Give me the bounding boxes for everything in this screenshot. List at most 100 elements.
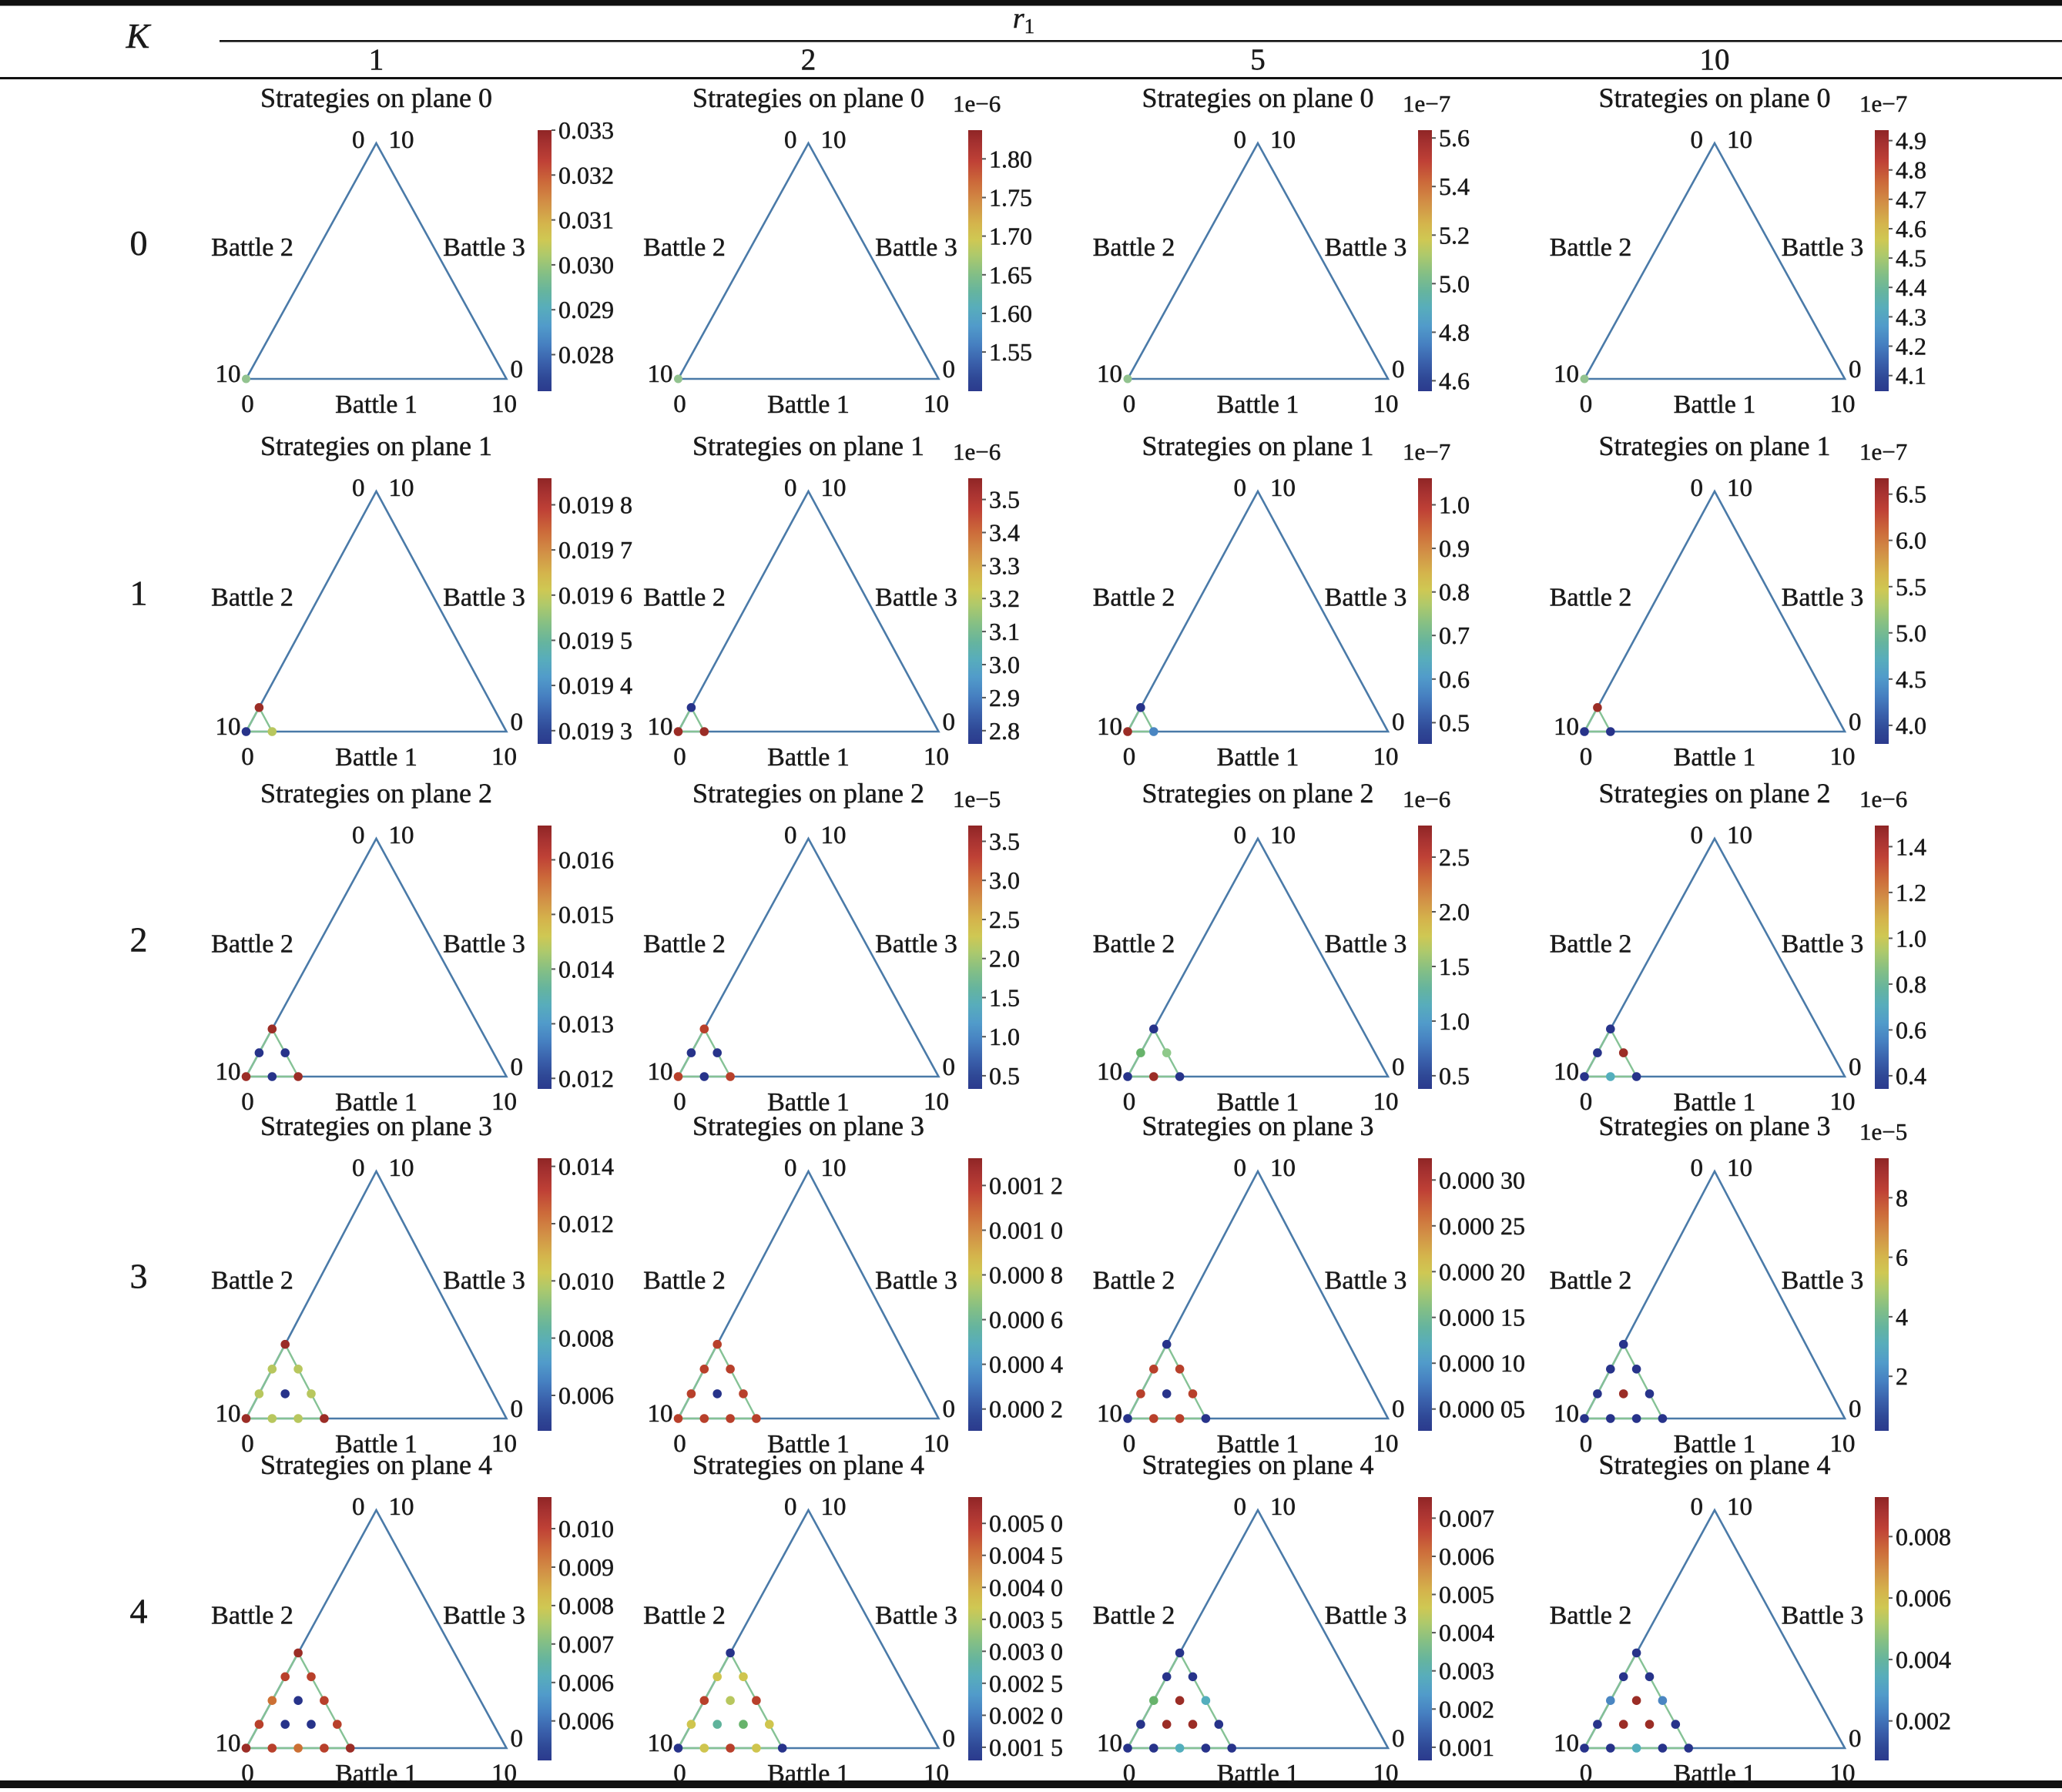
svg-text:10: 10 [1554, 713, 1579, 741]
svg-text:10: 10 [389, 474, 414, 502]
svg-text:0: 0 [241, 1760, 254, 1787]
svg-text:0: 0 [1392, 1725, 1405, 1753]
svg-text:0: 0 [943, 1725, 956, 1753]
svg-text:4.8: 4.8 [1896, 156, 1926, 184]
svg-text:Strategies on plane 2: Strategies on plane 2 [692, 778, 924, 809]
svg-text:0: 0 [673, 743, 686, 771]
svg-text:0.006: 0.006 [1439, 1542, 1494, 1570]
svg-text:Strategies on plane 1: Strategies on plane 1 [692, 430, 924, 461]
svg-text:Battle 3: Battle 3 [443, 929, 525, 958]
svg-text:0.000 6: 0.000 6 [989, 1306, 1063, 1334]
svg-text:4: 4 [130, 1591, 148, 1630]
svg-text:0: 0 [1234, 1493, 1247, 1521]
svg-text:0.001 5: 0.001 5 [989, 1733, 1063, 1761]
svg-text:0.5: 0.5 [1439, 708, 1470, 736]
svg-text:10: 10 [389, 1493, 414, 1521]
svg-text:8: 8 [1896, 1184, 1908, 1211]
svg-text:4.9: 4.9 [1896, 127, 1926, 155]
svg-text:0: 0 [1123, 1088, 1136, 1116]
svg-text:4.4: 4.4 [1896, 273, 1926, 301]
svg-text:10: 10 [1373, 1088, 1399, 1116]
svg-text:0: 0 [1234, 1154, 1247, 1182]
svg-text:1.0: 1.0 [1439, 1007, 1470, 1035]
svg-text:Strategies on plane 0: Strategies on plane 0 [1142, 82, 1374, 113]
svg-text:Strategies on plane 0: Strategies on plane 0 [1599, 82, 1831, 113]
svg-text:0.019 4: 0.019 4 [558, 672, 632, 699]
svg-text:0.6: 0.6 [1439, 665, 1470, 693]
svg-text:0.4: 0.4 [1896, 1062, 1926, 1090]
svg-text:Battle 3: Battle 3 [1782, 233, 1864, 262]
svg-text:3.0: 3.0 [989, 866, 1020, 894]
svg-text:0: 0 [943, 356, 956, 384]
svg-text:2.5: 2.5 [1439, 843, 1470, 871]
svg-text:Strategies on plane 3: Strategies on plane 3 [692, 1110, 924, 1141]
svg-text:10: 10 [389, 126, 414, 154]
svg-text:10: 10 [1270, 474, 1296, 502]
svg-text:1.65: 1.65 [989, 261, 1032, 289]
svg-text:0: 0 [1392, 1053, 1405, 1081]
svg-text:1e−6: 1e−6 [1859, 785, 1907, 812]
svg-text:0: 0 [1123, 1430, 1136, 1458]
svg-text:Battle 2: Battle 2 [1093, 1266, 1175, 1295]
svg-text:1.5: 1.5 [1439, 953, 1470, 980]
svg-text:10: 10 [389, 822, 414, 849]
svg-text:Strategies on plane 1: Strategies on plane 1 [1142, 430, 1374, 461]
svg-text:0: 0 [784, 1154, 797, 1182]
svg-text:Battle 2: Battle 2 [211, 233, 293, 262]
svg-text:0: 0 [352, 474, 365, 502]
svg-text:Battle 1: Battle 1 [335, 390, 417, 419]
svg-text:Battle 3: Battle 3 [875, 1266, 957, 1295]
svg-text:5.5: 5.5 [1896, 573, 1926, 601]
svg-text:0: 0 [1849, 1395, 1862, 1423]
svg-text:1.80: 1.80 [989, 145, 1032, 173]
svg-text:0: 0 [241, 1088, 254, 1116]
svg-text:0.003: 0.003 [1439, 1657, 1494, 1685]
svg-text:Battle 3: Battle 3 [1782, 1266, 1864, 1295]
svg-text:10: 10 [1373, 1430, 1399, 1458]
svg-text:Battle 3: Battle 3 [1325, 1266, 1407, 1295]
svg-text:0.003 0: 0.003 0 [989, 1637, 1063, 1665]
svg-text:Battle 3: Battle 3 [875, 584, 957, 612]
svg-text:0: 0 [784, 1493, 797, 1521]
svg-text:0.010: 0.010 [558, 1515, 614, 1542]
svg-text:10: 10 [924, 743, 949, 771]
svg-text:Battle 2: Battle 2 [643, 929, 726, 958]
svg-text:0.013: 0.013 [558, 1010, 614, 1037]
svg-text:0.004: 0.004 [1439, 1619, 1494, 1646]
svg-text:0: 0 [673, 1088, 686, 1116]
svg-text:2: 2 [1896, 1362, 1908, 1390]
svg-text:Battle 1: Battle 1 [1674, 1760, 1756, 1788]
svg-text:5.2: 5.2 [1439, 221, 1470, 249]
svg-text:0.016: 0.016 [558, 846, 614, 874]
svg-text:10: 10 [1270, 822, 1296, 849]
svg-text:1.5: 1.5 [989, 983, 1020, 1011]
svg-text:10: 10 [1270, 1154, 1296, 1182]
svg-text:0.6: 0.6 [1896, 1016, 1926, 1043]
svg-text:4.7: 4.7 [1896, 186, 1926, 213]
svg-text:0: 0 [784, 126, 797, 154]
svg-text:4.2: 4.2 [1896, 333, 1926, 360]
svg-text:3.0: 3.0 [989, 651, 1020, 678]
svg-text:10: 10 [1270, 126, 1296, 154]
svg-text:10: 10 [924, 1760, 949, 1787]
svg-text:Battle 3: Battle 3 [443, 584, 525, 612]
svg-text:5: 5 [1250, 43, 1266, 76]
svg-text:0: 0 [1580, 1760, 1593, 1787]
svg-text:Battle 1: Battle 1 [335, 743, 417, 772]
svg-text:0: 0 [352, 126, 365, 154]
svg-text:5.0: 5.0 [1896, 619, 1926, 647]
svg-text:10: 10 [924, 1430, 949, 1458]
svg-text:Battle 1: Battle 1 [767, 1088, 850, 1117]
svg-text:10: 10 [1097, 1058, 1122, 1086]
svg-text:Battle 3: Battle 3 [1325, 1601, 1407, 1630]
svg-text:Strategies on plane 3: Strategies on plane 3 [260, 1110, 492, 1141]
svg-text:10: 10 [924, 390, 949, 418]
svg-text:10: 10 [1097, 360, 1122, 388]
svg-text:0: 0 [241, 743, 254, 771]
svg-text:Battle 1: Battle 1 [1217, 390, 1299, 419]
svg-text:0: 0 [784, 474, 797, 502]
svg-text:0: 0 [352, 822, 365, 849]
svg-text:1.55: 1.55 [989, 338, 1032, 366]
svg-text:10: 10 [1373, 743, 1399, 771]
svg-text:10: 10 [1554, 1058, 1579, 1086]
